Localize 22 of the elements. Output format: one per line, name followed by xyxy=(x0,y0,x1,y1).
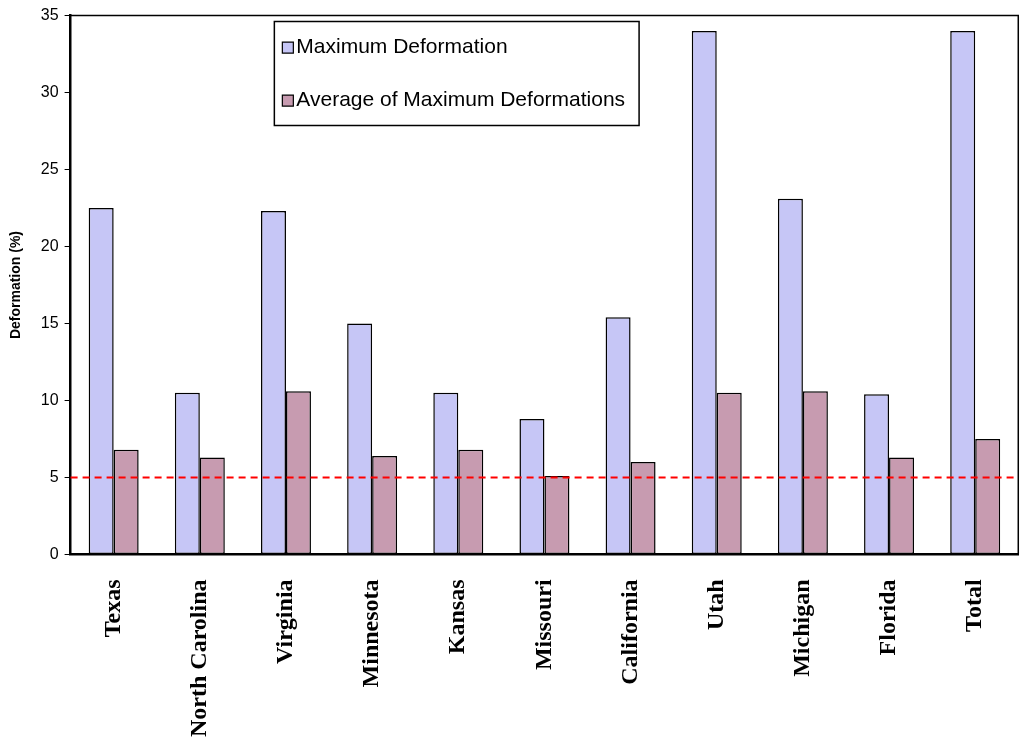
x-tick-label: California xyxy=(615,579,642,685)
y-tick-label: 15 xyxy=(40,313,59,331)
y-axis-title: Deformation (%) xyxy=(7,230,24,340)
legend-label: Average of Maximum Deformations xyxy=(296,87,626,111)
y-tick-label: 20 xyxy=(40,236,59,254)
x-tick-label: Texas xyxy=(98,579,125,638)
y-tick-label: 35 xyxy=(40,6,59,24)
y-tick-label: 10 xyxy=(40,390,59,408)
y-tick-label: 0 xyxy=(49,544,59,562)
x-tick-label: Missouri xyxy=(529,579,556,671)
x-tick-label: Michigan xyxy=(788,579,815,677)
x-tick-label: Minnesota xyxy=(357,579,384,688)
legend-label: Maximum Deformation xyxy=(296,34,508,58)
y-tick-label: 25 xyxy=(40,159,59,177)
x-tick-label: Kansas xyxy=(443,579,470,655)
y-tick-label: 5 xyxy=(49,467,59,485)
x-tick-label: Utah xyxy=(701,579,728,631)
y-tick-label: 30 xyxy=(40,82,59,100)
x-tick-label: North Carolina xyxy=(185,579,212,737)
x-tick-label: Florida xyxy=(874,579,901,656)
x-tick-label: Total xyxy=(960,579,987,632)
x-tick-label: Virginia xyxy=(271,579,298,664)
